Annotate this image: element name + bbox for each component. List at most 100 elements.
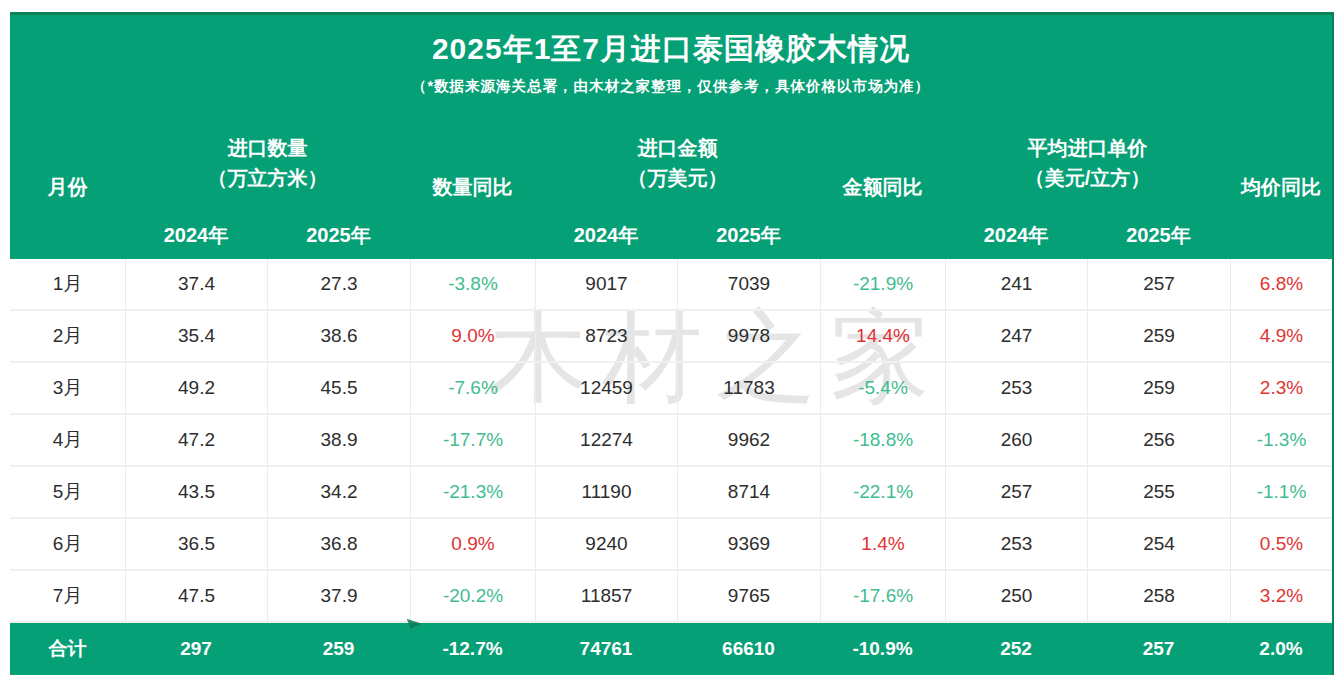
table-wrap: 木材之家 月份 进口数量 （万立方米）	[10, 115, 1332, 675]
value-cell: 257	[1087, 259, 1230, 311]
table-card: 2025年1至7月进口泰国橡胶木情况 （*数据来源海关总署，由木材之家整理，仅供…	[10, 12, 1334, 675]
value-cell: 37.9	[267, 571, 410, 623]
value-cell: 7039	[677, 259, 820, 311]
page-subtitle: （*数据来源海关总署，由木材之家整理，仅供参考，具体价格以市场为准）	[10, 77, 1332, 96]
col-header-amount: 进口金额 （万美元）	[535, 115, 820, 211]
total-cell: 74761	[535, 623, 677, 675]
col-header-quantity-yoy: 数量同比	[410, 115, 535, 259]
value-cell: 34.2	[267, 467, 410, 519]
total-cell: 297	[125, 623, 267, 675]
value-cell: 9240	[535, 519, 677, 571]
yoy-cell: 3.2%	[1230, 571, 1332, 623]
yoy-cell: 0.9%	[410, 519, 535, 571]
price-group-label: 平均进口单价	[945, 133, 1230, 163]
total-cell: -10.9%	[820, 623, 945, 675]
yoy-cell: -20.2%	[410, 571, 535, 623]
value-cell: 253	[945, 363, 1087, 415]
table-footer: 合计 297 259 -12.7% 74761 66610 -10.9% 252…	[10, 623, 1332, 675]
value-cell: 36.5	[125, 519, 267, 571]
page-title: 2025年1至7月进口泰国橡胶木情况	[10, 31, 1332, 67]
total-cell: -12.7%	[410, 623, 535, 675]
yoy-cell: 1.4%	[820, 519, 945, 571]
value-cell: 45.5	[267, 363, 410, 415]
col-header-quantity: 进口数量 （万立方米）	[125, 115, 410, 211]
value-cell: 38.6	[267, 311, 410, 363]
value-cell: 241	[945, 259, 1087, 311]
yoy-cell: -7.6%	[410, 363, 535, 415]
yoy-cell: 4.9%	[1230, 311, 1332, 363]
month-cell: 7月	[10, 571, 125, 623]
import-data-table: 月份 进口数量 （万立方米） 数量同比 进口金额 （万美元） 金额同比 平均进口…	[10, 115, 1332, 675]
value-cell: 258	[1087, 571, 1230, 623]
yoy-cell: -21.3%	[410, 467, 535, 519]
title-band: 2025年1至7月进口泰国橡胶木情况 （*数据来源海关总署，由木材之家整理，仅供…	[10, 15, 1332, 115]
col-header-unit-price: 平均进口单价 （美元/立方）	[945, 115, 1230, 211]
price-year-2025: 2025年	[1087, 211, 1230, 259]
yoy-cell: -3.8%	[410, 259, 535, 311]
month-cell: 6月	[10, 519, 125, 571]
yoy-cell: -5.4%	[820, 363, 945, 415]
total-row: 合计 297 259 -12.7% 74761 66610 -10.9% 252…	[10, 623, 1332, 675]
yoy-cell: -17.7%	[410, 415, 535, 467]
value-cell: 253	[945, 519, 1087, 571]
col-header-amount-yoy: 金额同比	[820, 115, 945, 259]
total-cell: 257	[1087, 623, 1230, 675]
table-row: 1月 37.4 27.3 -3.8% 9017 7039 -21.9% 241 …	[10, 259, 1332, 311]
value-cell: 37.4	[125, 259, 267, 311]
value-cell: 11783	[677, 363, 820, 415]
amount-group-label: 进口金额	[535, 133, 820, 163]
total-cell: 252	[945, 623, 1087, 675]
yoy-cell: -1.1%	[1230, 467, 1332, 519]
value-cell: 38.9	[267, 415, 410, 467]
table-row: 6月 36.5 36.8 0.9% 9240 9369 1.4% 253 254…	[10, 519, 1332, 571]
value-cell: 9962	[677, 415, 820, 467]
value-cell: 9978	[677, 311, 820, 363]
amount-year-2024: 2024年	[535, 211, 677, 259]
header-group-row: 月份 进口数量 （万立方米） 数量同比 进口金额 （万美元） 金额同比 平均进口…	[10, 115, 1332, 211]
value-cell: 9017	[535, 259, 677, 311]
value-cell: 259	[1087, 363, 1230, 415]
value-cell: 9765	[677, 571, 820, 623]
table-row: 3月 49.2 45.5 -7.6% 12459 11783 -5.4% 253…	[10, 363, 1332, 415]
value-cell: 256	[1087, 415, 1230, 467]
month-cell: 5月	[10, 467, 125, 519]
table-row: 2月 35.4 38.6 9.0% 8723 9978 14.4% 247 25…	[10, 311, 1332, 363]
value-cell: 257	[945, 467, 1087, 519]
value-cell: 27.3	[267, 259, 410, 311]
total-cell: 259	[267, 623, 410, 675]
price-group-unit: （美元/立方）	[945, 163, 1230, 193]
yoy-cell: 6.8%	[1230, 259, 1332, 311]
yoy-cell: -18.8%	[820, 415, 945, 467]
total-cell: 66610	[677, 623, 820, 675]
yoy-cell: 0.5%	[1230, 519, 1332, 571]
yoy-cell: -1.3%	[1230, 415, 1332, 467]
quantity-year-2025: 2025年	[267, 211, 410, 259]
value-cell: 260	[945, 415, 1087, 467]
value-cell: 250	[945, 571, 1087, 623]
value-cell: 11857	[535, 571, 677, 623]
yoy-cell: 9.0%	[410, 311, 535, 363]
quantity-group-label: 进口数量	[125, 133, 410, 163]
table-header: 月份 进口数量 （万立方米） 数量同比 进口金额 （万美元） 金额同比 平均进口…	[10, 115, 1332, 259]
total-cell: 2.0%	[1230, 623, 1332, 675]
value-cell: 47.2	[125, 415, 267, 467]
month-cell: 4月	[10, 415, 125, 467]
yoy-cell: 14.4%	[820, 311, 945, 363]
yoy-cell: 2.3%	[1230, 363, 1332, 415]
amount-year-2025: 2025年	[677, 211, 820, 259]
header-year-row: 2024年 2025年 2024年 2025年 2024年 2025年	[10, 211, 1332, 259]
price-year-2024: 2024年	[945, 211, 1087, 259]
yoy-cell: -21.9%	[820, 259, 945, 311]
value-cell: 9369	[677, 519, 820, 571]
month-cell: 1月	[10, 259, 125, 311]
infographic-page: 2025年1至7月进口泰国橡胶木情况 （*数据来源海关总署，由木材之家整理，仅供…	[0, 0, 1344, 689]
value-cell: 36.8	[267, 519, 410, 571]
col-header-month: 月份	[10, 115, 125, 259]
value-cell: 12274	[535, 415, 677, 467]
table-row: 4月 47.2 38.9 -17.7% 12274 9962 -18.8% 26…	[10, 415, 1332, 467]
yoy-cell: -17.6%	[820, 571, 945, 623]
value-cell: 8714	[677, 467, 820, 519]
value-cell: 254	[1087, 519, 1230, 571]
value-cell: 49.2	[125, 363, 267, 415]
amount-group-unit: （万美元）	[535, 163, 820, 193]
